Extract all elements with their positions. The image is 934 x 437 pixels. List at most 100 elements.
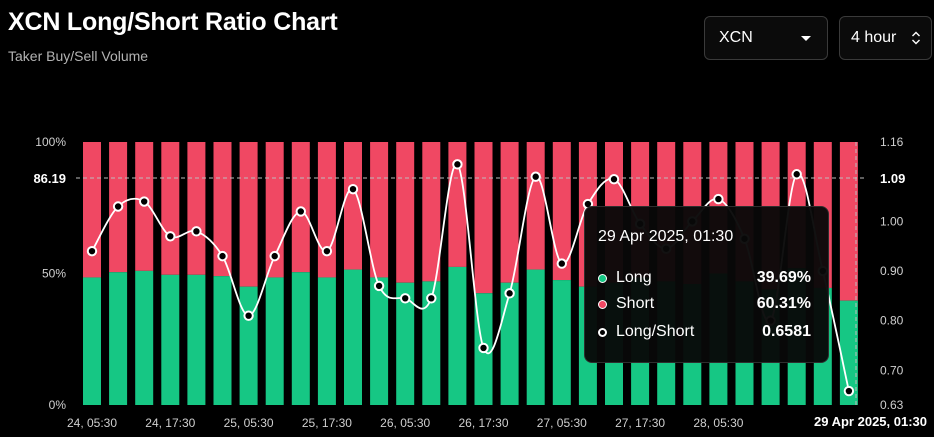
ratio-point[interactable]	[478, 342, 489, 354]
bar-long[interactable]	[448, 266, 467, 405]
coin-select-value: XCN	[719, 29, 753, 46]
y-left-tick-label: 100%	[35, 135, 66, 149]
crosshair-left-label: 86.19	[33, 171, 66, 186]
crosshair-right-label: 1.09	[880, 171, 905, 186]
interval-select-value: 4 hour	[851, 29, 897, 46]
page-subtitle: Taker Buy/Sell Volume	[8, 48, 149, 64]
bar-long[interactable]	[422, 281, 441, 405]
bar-long[interactable]	[213, 276, 232, 405]
x-tick-label: 27, 17:30	[615, 416, 665, 430]
bar-long[interactable]	[344, 269, 362, 405]
bar-short[interactable]	[161, 142, 180, 275]
tooltip-row-short: Short 60.31%	[598, 294, 811, 314]
bar-long[interactable]	[83, 277, 101, 405]
ratio-point[interactable]	[295, 206, 306, 217]
ratio-point[interactable]	[530, 171, 541, 182]
tooltip-short-value: 60.31%	[756, 295, 811, 312]
crosshair: 86.19 1.09 29 Apr 2025, 01:30	[0, 142, 934, 433]
coin-select[interactable]: XCN	[704, 16, 828, 60]
ratio-point[interactable]	[373, 280, 385, 292]
bar-short[interactable]	[265, 142, 284, 278]
bar-long[interactable]	[839, 300, 858, 405]
long-dot-icon	[598, 273, 607, 283]
ratio-point[interactable]	[426, 293, 437, 304]
bar-long[interactable]	[552, 280, 571, 405]
ratio-point[interactable]	[269, 250, 280, 262]
tooltip-long-label: Long	[616, 269, 652, 286]
ratio-point[interactable]	[504, 288, 515, 299]
bar-long[interactable]	[161, 274, 180, 405]
bar-long[interactable]	[109, 272, 128, 405]
bar-short[interactable]	[317, 142, 336, 278]
bar-long[interactable]	[135, 270, 154, 405]
ratio-point[interactable]	[217, 250, 228, 262]
x-tick-label: 25, 17:30	[302, 416, 352, 430]
bar-long[interactable]	[317, 277, 336, 405]
bar-long[interactable]	[291, 272, 310, 405]
bar-long[interactable]	[187, 274, 206, 405]
bar-short[interactable]	[839, 142, 858, 301]
ratio-dot-icon	[598, 327, 607, 337]
crosshair-right-label-bg	[868, 167, 934, 189]
bar-short[interactable]	[344, 142, 362, 270]
bar-short[interactable]	[239, 142, 258, 287]
y-right-tick-label: 0.63	[880, 398, 904, 412]
interval-select[interactable]: 4 hour	[839, 16, 932, 60]
tooltip-ratio-value: 0.6581	[762, 323, 811, 340]
bar-long[interactable]	[370, 277, 389, 405]
bar-long[interactable]	[396, 282, 415, 405]
ratio-point[interactable]	[556, 258, 567, 269]
crosshair-left-label-bg	[0, 167, 74, 189]
ratio-point[interactable]	[400, 293, 411, 304]
bar-long[interactable]	[500, 282, 519, 405]
bar-short[interactable]	[422, 142, 441, 282]
x-tick-label: 24, 17:30	[145, 416, 195, 430]
chevron-down-icon	[801, 36, 811, 41]
bar-short[interactable]	[474, 142, 493, 294]
bar-short[interactable]	[552, 142, 571, 281]
crosshair-x-label-bg	[788, 409, 934, 433]
y-right-tick-label: 0.70	[880, 363, 904, 377]
tooltip-title: 29 Apr 2025, 01:30	[598, 228, 734, 245]
ratio-point[interactable]	[86, 245, 98, 257]
tooltip-long-value: 39.69%	[756, 269, 811, 286]
bar-short[interactable]	[83, 142, 101, 278]
ratio-point[interactable]	[191, 226, 202, 237]
x-tick-label: 27, 05:30	[537, 416, 587, 430]
ratio-point[interactable]	[791, 169, 802, 180]
bar-short[interactable]	[370, 142, 389, 278]
x-tick-label: 26, 17:30	[458, 416, 508, 430]
y-right-tick-label: 0.80	[880, 314, 904, 328]
bar-short[interactable]	[187, 142, 206, 275]
y-left-tick-label: 0%	[49, 398, 67, 412]
bar-long[interactable]	[265, 277, 284, 405]
ratio-point[interactable]	[452, 159, 463, 170]
bar-short[interactable]	[500, 142, 519, 283]
bar-short[interactable]	[213, 142, 232, 277]
bar-short[interactable]	[396, 142, 415, 283]
ratio-point[interactable]	[608, 174, 620, 185]
ratio-point[interactable]	[843, 385, 855, 397]
x-tick-label: 28, 05:30	[693, 416, 743, 430]
ratio-point[interactable]	[243, 310, 254, 321]
bar-long[interactable]	[526, 269, 545, 405]
up-down-arrows-icon	[912, 31, 920, 45]
ratio-point[interactable]	[321, 245, 333, 257]
ratio-point[interactable]	[713, 193, 724, 205]
tooltip-row-long: Long 39.69%	[598, 268, 811, 288]
bar-long[interactable]	[239, 286, 258, 405]
x-tick-label: 26, 05:30	[380, 416, 430, 430]
bar-short[interactable]	[526, 142, 545, 270]
y-right-tick-label: 1.16	[880, 135, 904, 149]
page-title: XCN Long/Short Ratio Chart	[8, 8, 338, 36]
tooltip-short-label: Short	[616, 295, 655, 312]
ratio-point[interactable]	[165, 231, 176, 242]
ratio-point[interactable]	[112, 201, 124, 212]
ratio-point[interactable]	[347, 183, 359, 195]
y-right-tick-label: 1.00	[880, 214, 904, 228]
y-right-tick-label: 0.90	[880, 264, 904, 278]
ratio-point[interactable]	[139, 196, 150, 207]
y-left-tick-label: 50%	[42, 267, 66, 281]
tooltip	[584, 206, 829, 363]
